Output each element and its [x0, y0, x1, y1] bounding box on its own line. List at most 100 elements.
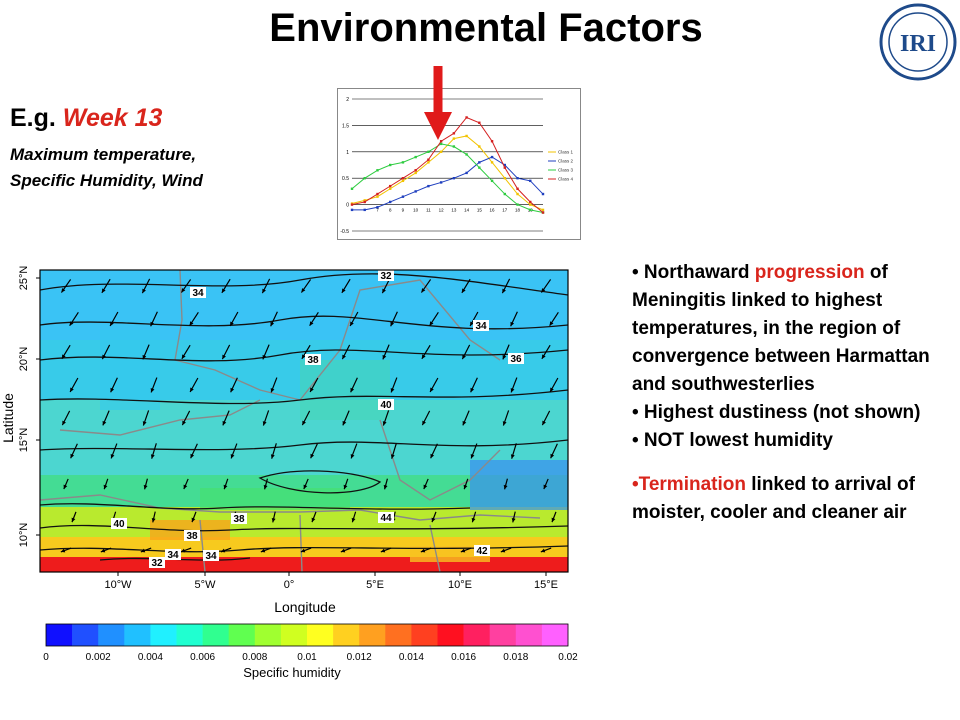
map-contour-label: 34	[475, 321, 487, 332]
colorbar-tick: 0.02	[558, 652, 578, 663]
map-contour-label: 38	[186, 531, 198, 542]
inset-point	[490, 140, 494, 143]
map-wind-arrowhead	[390, 454, 395, 459]
inset-point	[401, 179, 405, 183]
inset-point	[350, 208, 354, 212]
map-contour-label-bg	[111, 518, 127, 529]
inset-y-tick: 2	[346, 97, 349, 103]
map-contour-label: 34	[167, 550, 179, 561]
map-wind-arrowhead	[262, 288, 266, 294]
map-wind-arrowhead	[502, 354, 507, 360]
colorbar-swatch	[359, 624, 386, 646]
map-humidity-patch	[300, 360, 390, 420]
map-wind-arrowhead	[222, 420, 227, 426]
map-lon-tick: 5°W	[195, 579, 217, 591]
map-wind-arrowhead	[230, 321, 234, 326]
map-contour	[258, 470, 382, 494]
colorbar-tick: 0.012	[347, 652, 372, 663]
inset-point	[350, 203, 354, 206]
map-contour-label-bg	[474, 545, 490, 556]
map-wind-arrowhead	[302, 420, 306, 426]
map-wind-arrowhead	[182, 420, 186, 426]
map-wind-arrowhead	[62, 420, 66, 426]
map-lon-tick: 10°W	[104, 579, 132, 591]
map-contour-label: 32	[380, 271, 392, 282]
inset-point	[363, 200, 366, 204]
map-wind-arrowhead	[430, 453, 435, 459]
inset-x-tick: 11	[426, 208, 431, 213]
map-wind-arrowhead	[270, 321, 275, 327]
map-wind-arrowhead	[383, 484, 388, 490]
map-wind-arrowhead	[190, 453, 195, 459]
map-humidity-patch	[100, 330, 160, 410]
inset-x-tick: 14	[464, 208, 470, 213]
colorbar-swatch	[150, 624, 177, 646]
map-wind-arrowhead	[310, 453, 315, 459]
inset-point	[490, 161, 494, 164]
colorbar-tick: 0.002	[86, 652, 111, 663]
map-wind-arrowhead	[431, 517, 436, 523]
inset-point	[529, 208, 532, 212]
map-wind-arrowhead	[180, 548, 186, 553]
subtitle-line-1: Maximum temperature,	[10, 145, 197, 164]
map-contour	[39, 545, 569, 553]
inset-point	[389, 163, 392, 167]
inset-x-tick: 15	[477, 208, 483, 213]
map-wind-arrowhead	[100, 548, 106, 553]
inset-series-line	[351, 135, 544, 211]
map-wind-arrowhead	[150, 454, 155, 459]
map-wind-arrowhead	[382, 354, 387, 360]
map-contour-label-bg	[378, 399, 394, 410]
findings-list: • Northaward progression of Meningitis l…	[632, 259, 952, 527]
colorbar-tick: 0.008	[242, 652, 267, 663]
map-wind-arrowhead	[102, 354, 106, 360]
map-wind-arrowhead	[223, 484, 228, 490]
logo-text: IRI	[900, 31, 936, 57]
iri-logo: IRI	[879, 3, 957, 81]
map-wind-arrowhead	[510, 454, 515, 459]
map-wind-arrowhead	[342, 354, 346, 360]
colorbar-swatch	[463, 624, 490, 646]
finding-4-highlight: •Termination	[632, 474, 746, 495]
page-title: Environmental Factors	[269, 6, 703, 50]
colorbar-swatch	[541, 624, 569, 646]
map-contour	[39, 315, 569, 330]
colorbar-title: Specific humidity	[243, 665, 341, 680]
map-border	[299, 509, 541, 521]
inset-point	[478, 161, 481, 164]
map-wind-arrowhead	[470, 321, 474, 326]
map-wind-arrowhead	[550, 387, 554, 392]
map-lat-tick: 20°N	[18, 347, 30, 372]
inset-point	[363, 208, 366, 212]
map-humidity-patch	[410, 546, 490, 562]
map-wind-arrowhead	[470, 387, 475, 393]
map-wind-arrowhead	[260, 548, 266, 553]
map-wind-arrowhead	[301, 354, 306, 359]
map-wind-arrowhead	[271, 518, 276, 523]
map-wind-arrowhead	[350, 321, 354, 326]
map-contour-label: 38	[307, 355, 319, 366]
colorbar-swatch	[489, 624, 517, 646]
inset-point	[439, 181, 443, 184]
map-wind-arrowhead	[300, 548, 306, 553]
map-wind-arrowhead	[309, 321, 314, 326]
map-wind-arrowhead	[350, 454, 355, 459]
map-frame	[39, 269, 569, 573]
inset-legend-label: Class 1	[558, 150, 574, 155]
map-contour-label: 36	[510, 354, 522, 365]
inset-point	[452, 132, 456, 135]
inset-point	[389, 184, 392, 188]
example-heading: E.g. Week 13	[10, 104, 162, 133]
inset-point	[376, 206, 379, 209]
map-wind-arrowhead	[230, 387, 235, 393]
map-y-axis-label: Latitude	[0, 393, 16, 443]
inset-point	[389, 200, 392, 204]
map-wind-arrowhead	[189, 321, 194, 326]
map-wind-arrowhead	[102, 420, 107, 426]
map-wind-arrowhead	[503, 484, 508, 490]
map-wind-arrowhead	[462, 420, 467, 426]
inset-point	[376, 192, 379, 196]
map-wind-arrowhead	[110, 321, 114, 326]
finding-3: • NOT lowest humidity	[632, 430, 833, 451]
inset-y-tick: 1.5	[342, 123, 349, 129]
